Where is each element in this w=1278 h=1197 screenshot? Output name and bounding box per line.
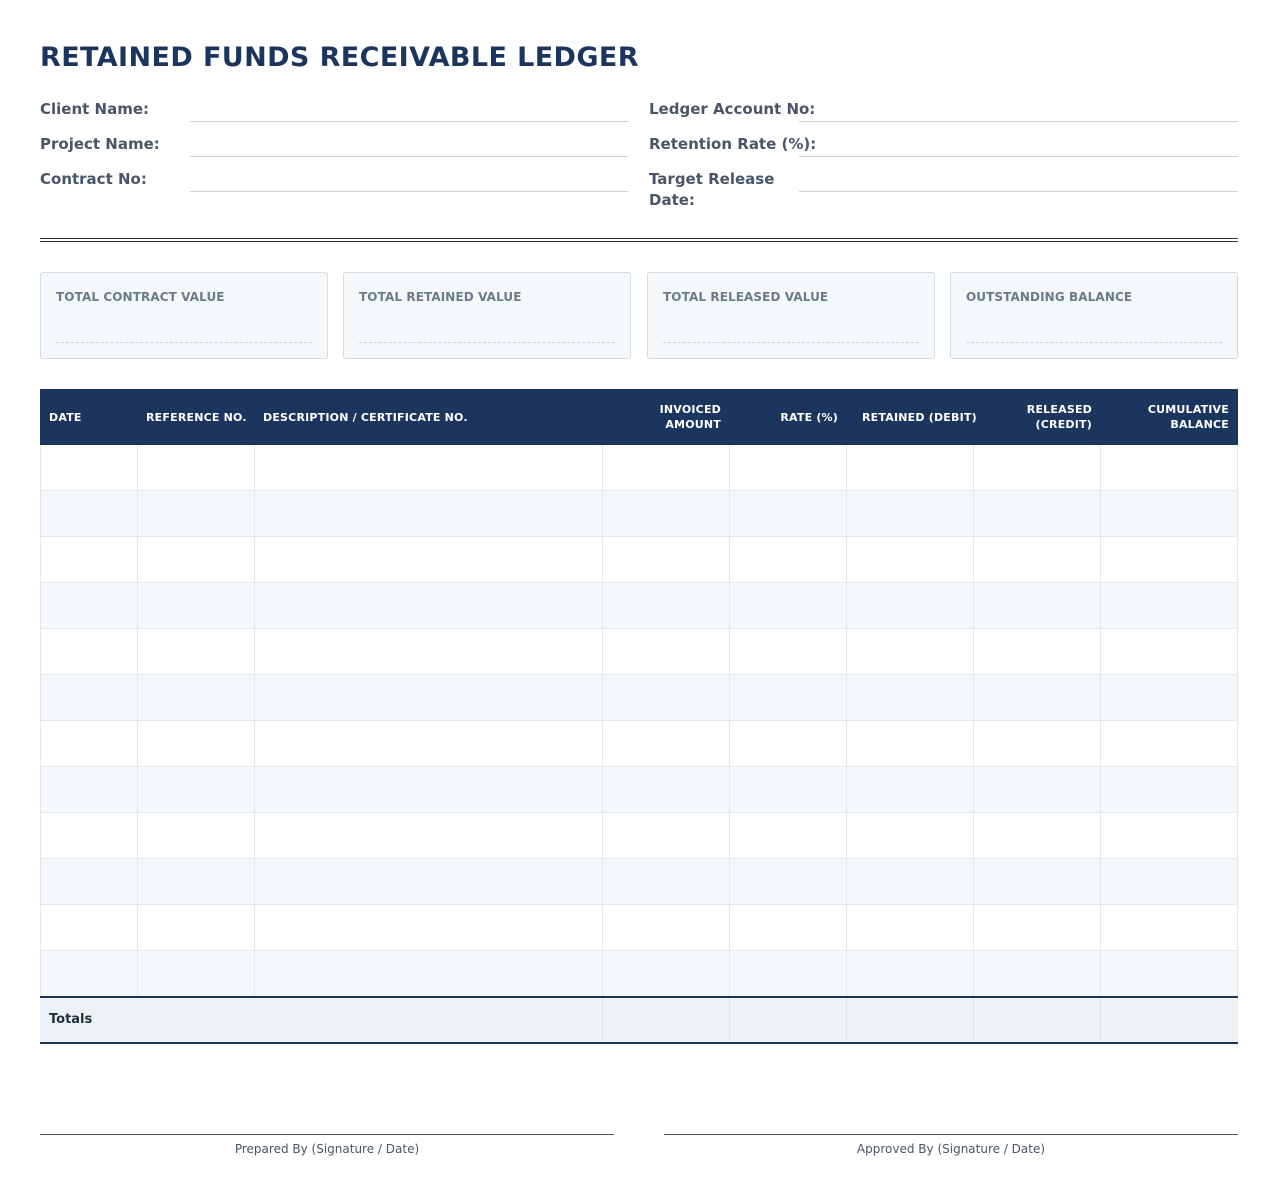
ledger-account-label: Ledger Account No:	[649, 100, 816, 118]
table-right-border	[1237, 445, 1238, 997]
client-name-label: Client Name:	[40, 100, 150, 118]
table-row[interactable]	[40, 813, 1238, 859]
table-row[interactable]	[40, 675, 1238, 721]
client-name-field[interactable]: Client Name:	[40, 96, 628, 122]
summary-label: TOTAL RETAINED VALUE	[359, 290, 522, 304]
client-name-line	[190, 121, 628, 122]
table-row[interactable]	[40, 767, 1238, 813]
signature-line	[40, 1134, 614, 1135]
contract-no-field[interactable]: Contract No:	[40, 166, 628, 192]
approved-by-label: Approved By (Signature / Date)	[856, 1142, 1046, 1156]
summary-card-released: TOTAL RELEASED VALUE	[647, 272, 935, 359]
column-divider	[973, 445, 974, 997]
summary-card-retained: TOTAL RETAINED VALUE	[343, 272, 631, 359]
table-row[interactable]	[40, 445, 1238, 491]
column-header-invoiced: INVOICED AMOUNT	[659, 403, 721, 431]
totals-divider	[1100, 998, 1101, 1042]
retention-rate-field[interactable]: Retention Rate (%):	[649, 131, 1238, 157]
totals-divider	[973, 998, 974, 1042]
summary-card-outstanding: OUTSTANDING BALANCE	[950, 272, 1238, 359]
table-row[interactable]	[40, 859, 1238, 905]
column-divider	[846, 445, 847, 997]
retention-rate-label: Retention Rate (%):	[649, 135, 817, 153]
column-header-rate: RATE (%)	[780, 410, 838, 424]
column-divider	[137, 445, 138, 997]
summary-label: OUTSTANDING BALANCE	[966, 290, 1133, 304]
summary-card-contract: TOTAL CONTRACT VALUE	[40, 272, 328, 359]
signature-line	[664, 1134, 1238, 1135]
prepared-by-signature[interactable]: Prepared By (Signature / Date)	[40, 1134, 614, 1156]
target-release-line	[799, 191, 1238, 192]
totals-divider	[846, 998, 847, 1042]
summary-value-line[interactable]	[56, 342, 312, 343]
table-header: DATE REFERENCE NO. DESCRIPTION / CERTIFI…	[40, 389, 1238, 445]
column-header-retained: RETAINED (DEBIT)	[862, 410, 977, 424]
target-release-label: Target Release Date:	[649, 170, 775, 209]
ledger-account-line	[799, 121, 1238, 122]
approved-by-signature[interactable]: Approved By (Signature / Date)	[664, 1134, 1238, 1156]
table-row[interactable]	[40, 583, 1238, 629]
table-row[interactable]	[40, 491, 1238, 537]
column-header-date: DATE	[49, 410, 82, 424]
table-row[interactable]	[40, 537, 1238, 583]
column-divider	[729, 445, 730, 997]
table-row[interactable]	[40, 905, 1238, 951]
column-header-released: RELEASED (CREDIT)	[1026, 403, 1092, 431]
column-divider	[254, 445, 255, 997]
contract-no-line	[190, 191, 628, 192]
table-row[interactable]	[40, 951, 1238, 997]
prepared-by-label: Prepared By (Signature / Date)	[234, 1142, 420, 1156]
column-divider	[602, 445, 603, 997]
project-name-field[interactable]: Project Name:	[40, 131, 628, 157]
section-divider	[40, 238, 1238, 242]
column-header-reference: REFERENCE NO.	[146, 410, 247, 424]
totals-divider	[602, 998, 603, 1042]
retention-rate-line	[799, 156, 1238, 157]
table-row[interactable]	[40, 629, 1238, 675]
summary-value-line[interactable]	[663, 342, 919, 343]
totals-row: Totals	[40, 996, 1238, 1044]
summary-value-line[interactable]	[359, 342, 615, 343]
ledger-account-field[interactable]: Ledger Account No:	[649, 96, 1238, 122]
summary-value-line[interactable]	[966, 342, 1222, 343]
column-header-cumulative: CUMULATIVE BALANCE	[1147, 403, 1229, 431]
table-row[interactable]	[40, 721, 1238, 767]
page-title: RETAINED FUNDS RECEIVABLE LEDGER	[40, 42, 639, 73]
totals-label: Totals	[49, 1012, 93, 1027]
column-header-description: DESCRIPTION / CERTIFICATE NO.	[263, 410, 468, 424]
project-name-label: Project Name:	[40, 135, 160, 153]
project-name-line	[190, 156, 628, 157]
contract-no-label: Contract No:	[40, 170, 147, 188]
table-left-border	[40, 445, 41, 997]
summary-label: TOTAL CONTRACT VALUE	[56, 290, 225, 304]
target-release-field[interactable]: Target Release Date:	[649, 166, 1238, 214]
column-divider	[1100, 445, 1101, 997]
summary-label: TOTAL RELEASED VALUE	[663, 290, 829, 304]
totals-divider	[729, 998, 730, 1042]
